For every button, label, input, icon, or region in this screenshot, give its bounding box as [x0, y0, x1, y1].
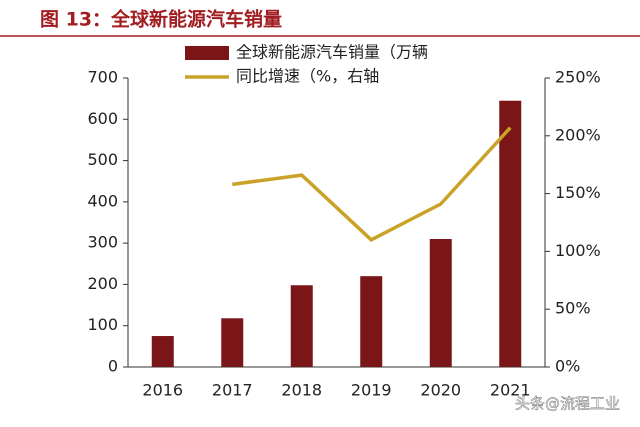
bar — [221, 318, 244, 367]
bar — [360, 276, 383, 367]
bar — [429, 239, 452, 367]
bar — [290, 285, 313, 367]
y-tick-label: 700 — [87, 68, 118, 87]
x-tick-label: 2018 — [281, 381, 322, 400]
y-tick-label: 400 — [87, 191, 118, 210]
watermark: 头条@流程工业 — [515, 395, 620, 413]
legend-label: 全球新能源汽车销量（万辆 — [236, 43, 428, 62]
x-tick-label: 2019 — [351, 381, 392, 400]
line — [232, 126, 512, 242]
y-tick-label: 600 — [87, 109, 118, 128]
y2-tick-label: 100% — [555, 241, 601, 260]
y2-tick-label: 50% — [555, 299, 591, 318]
chart-title: 图 13：全球新能源汽车销量 — [40, 8, 282, 31]
y2-tick-label: 250% — [555, 68, 601, 87]
bar — [151, 336, 174, 367]
legend-label: 同比增速（%，右轴 — [236, 67, 379, 86]
legend-swatch — [185, 46, 229, 60]
y2-tick-label: 0% — [555, 357, 580, 376]
bar — [499, 100, 522, 367]
y-tick-label: 0 — [108, 357, 118, 376]
x-tick-label: 2020 — [420, 381, 461, 400]
y2-tick-label: 200% — [555, 125, 601, 144]
y-tick-label: 200 — [87, 274, 118, 293]
y-tick-label: 100 — [87, 315, 118, 334]
x-tick-label: 2021 — [490, 381, 531, 400]
y-tick-label: 300 — [87, 233, 118, 252]
x-tick-label: 2017 — [212, 381, 253, 400]
x-tick-label: 2016 — [142, 381, 183, 400]
y-tick-label: 500 — [87, 150, 118, 169]
y2-tick-label: 150% — [555, 183, 601, 202]
